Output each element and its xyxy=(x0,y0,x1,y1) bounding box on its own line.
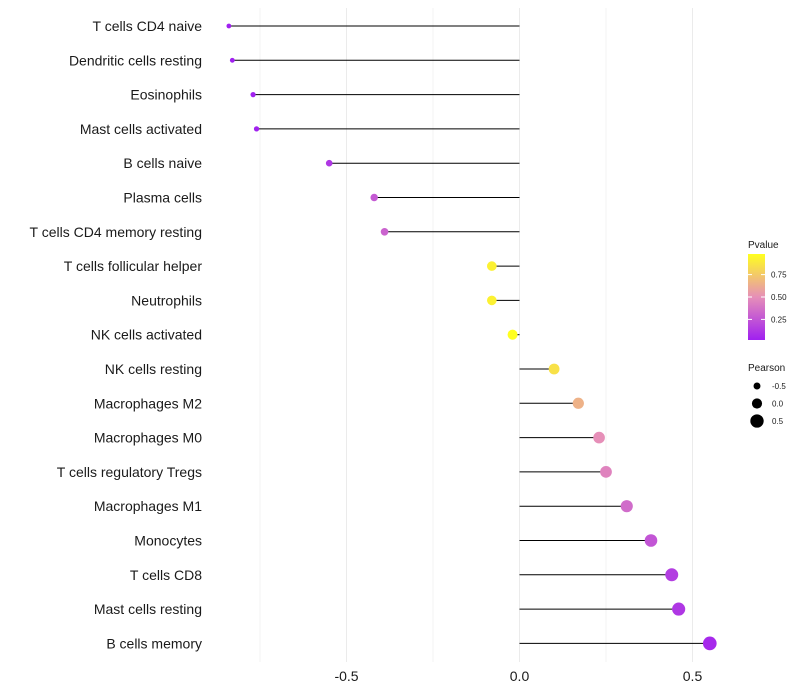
lollipop-dot xyxy=(593,431,605,444)
lollipop-dot xyxy=(370,193,378,202)
category-label: Macrophages M1 xyxy=(94,498,202,514)
category-label: Eosinophils xyxy=(130,87,202,103)
category-label: B cells naive xyxy=(123,155,202,171)
lollipop-dot xyxy=(572,397,584,409)
category-label: Neutrophils xyxy=(131,292,202,308)
pvalue-colorbar xyxy=(748,254,765,340)
pvalue-legend: Pvalue 0.25 0.50 0.75 xyxy=(748,240,787,340)
lollipop-dot xyxy=(548,363,560,375)
category-label: Mast cells resting xyxy=(94,601,202,617)
category-label: Plasma cells xyxy=(123,190,202,206)
lollipop-dot xyxy=(620,500,633,513)
lollipop-stems xyxy=(228,25,710,644)
lollipop-dot xyxy=(507,329,518,340)
pearson-legend-items: -0.5 0.0 0.5 xyxy=(750,382,786,428)
pearson-size-key xyxy=(751,398,763,409)
lollipop-dot xyxy=(325,159,333,167)
lollipop-dot xyxy=(226,23,232,29)
category-label: T cells CD4 memory resting xyxy=(30,224,202,240)
category-label: NK cells resting xyxy=(105,361,202,377)
x-tick-label: 0.5 xyxy=(683,668,703,684)
pearson-size-key xyxy=(753,382,761,390)
lollipop-dots xyxy=(226,23,717,651)
lollipop-dot xyxy=(702,636,717,651)
lollipop-dot xyxy=(600,466,612,478)
lollipop-dot xyxy=(672,602,686,616)
x-axis-ticks: -0.5 0.0 0.5 xyxy=(334,668,702,684)
lollipop-dot xyxy=(380,227,389,236)
lollipop-dot xyxy=(665,568,679,582)
lollipop-dot xyxy=(486,295,497,306)
category-label: T cells CD8 xyxy=(130,567,202,583)
pearson-size-label: 0.5 xyxy=(772,417,784,426)
pvalue-tick-label: 0.75 xyxy=(771,271,787,280)
lollipop-dot xyxy=(253,126,260,132)
pvalue-tick-label: 0.25 xyxy=(771,315,787,324)
pvalue-tick-label: 0.50 xyxy=(771,293,787,302)
category-label: T cells follicular helper xyxy=(64,258,203,274)
category-label: Macrophages M0 xyxy=(94,430,202,446)
lollipop-dot xyxy=(486,261,497,271)
category-label: Macrophages M2 xyxy=(94,395,202,411)
pvalue-legend-title: Pvalue xyxy=(748,240,779,251)
x-tick-label: 0.0 xyxy=(510,668,530,684)
pearson-size-key xyxy=(750,414,764,428)
category-label: Monocytes xyxy=(134,533,202,549)
category-label: Dendritic cells resting xyxy=(69,52,202,68)
grid-lines xyxy=(259,8,693,662)
pearson-legend: Pearson -0.5 0.0 0.5 xyxy=(748,363,786,428)
category-label: T cells regulatory Tregs xyxy=(57,464,202,480)
x-tick-label: -0.5 xyxy=(334,668,358,684)
category-label: NK cells activated xyxy=(91,327,202,343)
category-label: Mast cells activated xyxy=(80,121,202,137)
lollipop-dot xyxy=(644,534,658,547)
lollipop-dot xyxy=(250,91,256,98)
category-label: B cells memory xyxy=(106,635,202,651)
category-labels: T cells CD4 naive Dendritic cells resting… xyxy=(30,18,203,651)
pearson-size-label: -0.5 xyxy=(772,382,786,391)
pearson-legend-title: Pearson xyxy=(748,363,785,374)
pvalue-legend-ticks: 0.25 0.50 0.75 xyxy=(748,271,787,324)
lollipop-dot xyxy=(229,57,235,63)
pearson-size-label: 0.0 xyxy=(772,400,784,409)
category-label: T cells CD4 naive xyxy=(93,18,203,34)
